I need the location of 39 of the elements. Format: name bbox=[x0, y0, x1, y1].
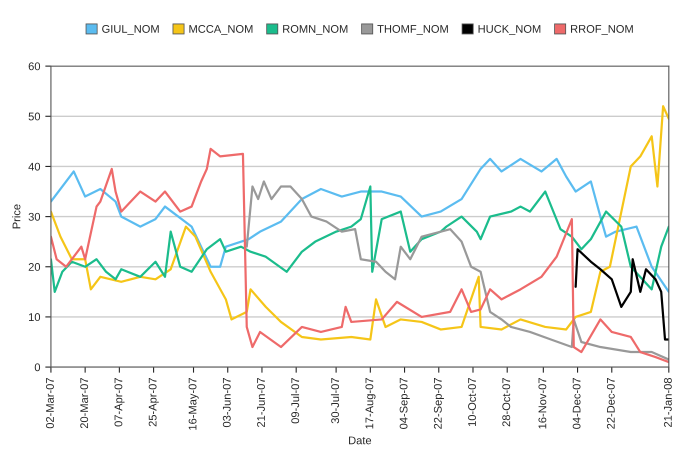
x-tick-label: 17-Aug-07 bbox=[365, 378, 376, 429]
legend-label: MCCA_NOM bbox=[189, 24, 252, 35]
x-tick-label: 22-Dec-07 bbox=[606, 378, 615, 429]
y-axis-title: Price bbox=[12, 204, 20, 228]
y-tick-label: 60 bbox=[28, 62, 40, 70]
x-tick-label: 04-Sep-07 bbox=[400, 378, 410, 429]
x-tick-label: 16-May-07 bbox=[188, 378, 199, 430]
line-series bbox=[50, 148, 669, 364]
y-tick-label: 10 bbox=[29, 313, 40, 322]
x-tick-label: 25-Apr-07 bbox=[148, 378, 159, 426]
x-tick-label: 20-Mar-07 bbox=[80, 378, 88, 428]
y-tick-label: 30 bbox=[28, 212, 40, 221]
legend-label: ROMN_NOM bbox=[283, 24, 348, 35]
x-tick-label: 10-Oct-07 bbox=[468, 378, 476, 426]
y-tick-label: 40 bbox=[28, 162, 40, 171]
x-tick-label: 16-Nov-07 bbox=[538, 378, 546, 429]
x-tick-label: 21-Jun-07 bbox=[257, 378, 265, 427]
x-tick-label: 03-Jun-07 bbox=[222, 378, 231, 428]
x-tick-label: 30-Jul-07 bbox=[330, 378, 340, 424]
x-tick-label: 04-Dec-07 bbox=[572, 378, 581, 429]
x-tick-label: 02-Mar-07 bbox=[46, 378, 54, 428]
x-tick-label: 21-Jan-08 bbox=[664, 378, 672, 427]
legend-label: GIUL_NOM bbox=[102, 24, 159, 35]
legend-label: THOMF_NOM bbox=[377, 24, 448, 35]
y-tick-label: 20 bbox=[28, 263, 40, 271]
line-series bbox=[50, 185, 669, 293]
line-series bbox=[50, 158, 669, 293]
x-tick-label: 09-Jul-07 bbox=[291, 378, 300, 424]
line-series bbox=[246, 180, 669, 361]
legend-label: RROF_NOM bbox=[571, 24, 633, 35]
y-tick-label: 0 bbox=[34, 363, 40, 372]
line-series bbox=[574, 248, 669, 341]
y-tick-label: 50 bbox=[28, 112, 40, 120]
line-series bbox=[50, 105, 669, 341]
x-tick-label: 22-Sep-07 bbox=[434, 378, 444, 429]
x-axis-title: Date bbox=[349, 436, 372, 444]
legend-label: HUCK_NOM bbox=[478, 24, 540, 35]
x-tick-label: 07-Apr-07 bbox=[114, 378, 125, 426]
x-tick-label: 28-Oct-07 bbox=[502, 378, 510, 426]
